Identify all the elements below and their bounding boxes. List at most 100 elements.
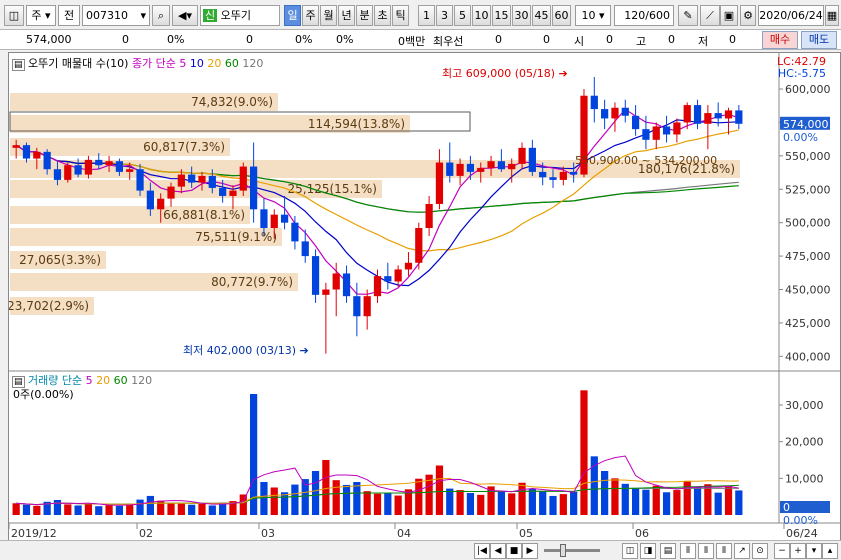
line-icon[interactable]: ⟋ (700, 5, 720, 26)
volume-bar (249, 394, 258, 515)
vol-y-tick-label: 10,000 (785, 472, 824, 485)
candle-body (363, 296, 371, 317)
next-icon[interactable]: ▶ (522, 543, 538, 559)
bars-icon-2[interactable]: ⫴ (698, 543, 714, 559)
quote-volume: 0 (246, 33, 253, 46)
candle-body (229, 190, 237, 196)
interval-tab-10[interactable]: 10 (472, 5, 491, 26)
market-select[interactable]: 주 ▾ (26, 5, 56, 26)
candle-body (95, 159, 103, 166)
layout-icon-3[interactable]: ▤ (660, 543, 676, 559)
zoom-icon[interactable]: ⊙ (752, 543, 768, 559)
volume-profile-label: 60,817(7.3%) (143, 140, 225, 154)
range-input[interactable]: 120/600 (614, 5, 674, 26)
sell-button[interactable]: 매도 (801, 31, 837, 49)
lc-label: LC:42.79 (776, 55, 826, 68)
bars-icon-3[interactable]: ⫴ (716, 543, 732, 559)
candle-body (652, 126, 660, 140)
ma-period-10: 10 (189, 57, 204, 70)
best-ask-label: 최우선 (433, 35, 464, 48)
volume-bar (105, 505, 113, 515)
candle-body (425, 203, 433, 229)
stock-name-field[interactable]: 신 오뚜기 (200, 5, 280, 26)
tools-icon[interactable]: ✎ (678, 5, 698, 26)
code-dropdown-icon[interactable]: ▾ (140, 9, 146, 22)
interval-tab-1[interactable]: 1 (418, 5, 435, 26)
period-tab-5[interactable]: 초 (374, 5, 391, 26)
volume-bar (84, 504, 93, 515)
candle-body (631, 115, 640, 130)
date-input[interactable]: 2020/06/24 (758, 5, 824, 26)
candle-body (146, 190, 154, 210)
prev-icon[interactable]: ◀ (490, 543, 506, 559)
ma-period-5: 5 (179, 57, 187, 70)
volume-profile-band (10, 297, 94, 315)
volume-bar (53, 499, 62, 515)
candle-body (580, 95, 588, 175)
volume-bar (64, 504, 72, 515)
volume-bar (724, 486, 733, 515)
calendar-icon[interactable]: ▦ (825, 5, 839, 26)
chart-settings-icon[interactable]: ◫ (4, 5, 24, 26)
first-page-icon[interactable]: |◀ (474, 543, 490, 559)
candle-body (22, 145, 31, 159)
volume-bar (219, 502, 227, 515)
interval-tab-30[interactable]: 30 (512, 5, 531, 26)
high-label: 고 (636, 35, 647, 48)
zoom-slider-thumb[interactable] (560, 544, 566, 557)
stop-icon[interactable]: ■ (506, 543, 522, 559)
quote-change: 0 (122, 33, 129, 46)
period-tab-4[interactable]: 분 (356, 5, 373, 26)
buy-button[interactable]: 매수 (762, 31, 798, 49)
interval-tab-45[interactable]: 45 (532, 5, 551, 26)
candle-body (477, 167, 485, 172)
chart-area[interactable]: 23,702(2.9%) 27,065(3.3%) 80,772(9.7%) 75,5… (8, 52, 841, 544)
interval-tab-5[interactable]: 5 (454, 5, 471, 26)
interval-tab-60[interactable]: 60 (552, 5, 571, 26)
layout-icon-2[interactable]: ◨ (640, 543, 656, 559)
hc-label: HC:-5.75 (777, 67, 826, 80)
period-tab-1[interactable]: 주 (302, 5, 319, 26)
candle-body (188, 174, 196, 183)
volume-bar (673, 490, 681, 515)
candle-body (693, 105, 702, 124)
count-select[interactable]: 10 ▾ (575, 5, 611, 26)
zoom-slider[interactable] (544, 549, 600, 552)
stock-code-input[interactable]: 007310 ▾ (82, 5, 150, 26)
candle-body (735, 110, 743, 124)
candle-body (208, 175, 216, 188)
save-icon[interactable]: ▣ (720, 5, 738, 26)
period-tab-2[interactable]: 월 (320, 5, 337, 26)
volume-bar (43, 501, 51, 515)
candle-body (528, 147, 536, 172)
candle-body (415, 228, 423, 263)
chart-canvas[interactable]: 23,702(2.9%) 27,065(3.3%) 80,772(9.7%) 75,5… (9, 53, 840, 543)
layout-icon-1[interactable]: ◫ (622, 543, 638, 559)
bottom-nav: |◀ ◀ ■ ▶ ◫ ◨ ▤ ⫴ ⫴ ⫴ ↗ ⊙ − + ▾ ▴ (0, 540, 841, 560)
period-tab-3[interactable]: 년 (338, 5, 355, 26)
volume-bar (580, 390, 588, 515)
search-icon[interactable]: ⌕ (152, 5, 170, 26)
trend-icon[interactable]: ↗ (734, 543, 750, 559)
legend-title: 오뚜기 매물대 수(10) (28, 57, 129, 70)
interval-tab-15[interactable]: 15 (492, 5, 511, 26)
period-tab-6[interactable]: 틱 (392, 5, 409, 26)
collapse-icon[interactable]: ▾ (806, 543, 822, 559)
volume-bar (260, 482, 268, 515)
vol-y-tick-label: 20,000 (785, 436, 824, 449)
candle-body (446, 162, 454, 176)
low-note: 최저 402,000 (03/13) (183, 344, 297, 357)
interval-tab-3[interactable]: 3 (436, 5, 453, 26)
period-tab-0[interactable]: 일 (284, 5, 301, 26)
bars-icon[interactable]: ⫴ (680, 543, 696, 559)
volume-bar (136, 499, 144, 515)
plus-icon[interactable]: + (790, 543, 806, 559)
volume-bar (177, 503, 185, 515)
expand-icon[interactable]: ▴ (822, 543, 838, 559)
candle-body (157, 198, 165, 210)
board-select[interactable]: 전 (58, 5, 80, 26)
volume-bar (126, 503, 134, 515)
gear-icon[interactable]: ⚙ (740, 5, 756, 26)
minus-icon[interactable]: − (774, 543, 790, 559)
speaker-icon[interactable]: ◀▾ (172, 5, 198, 26)
